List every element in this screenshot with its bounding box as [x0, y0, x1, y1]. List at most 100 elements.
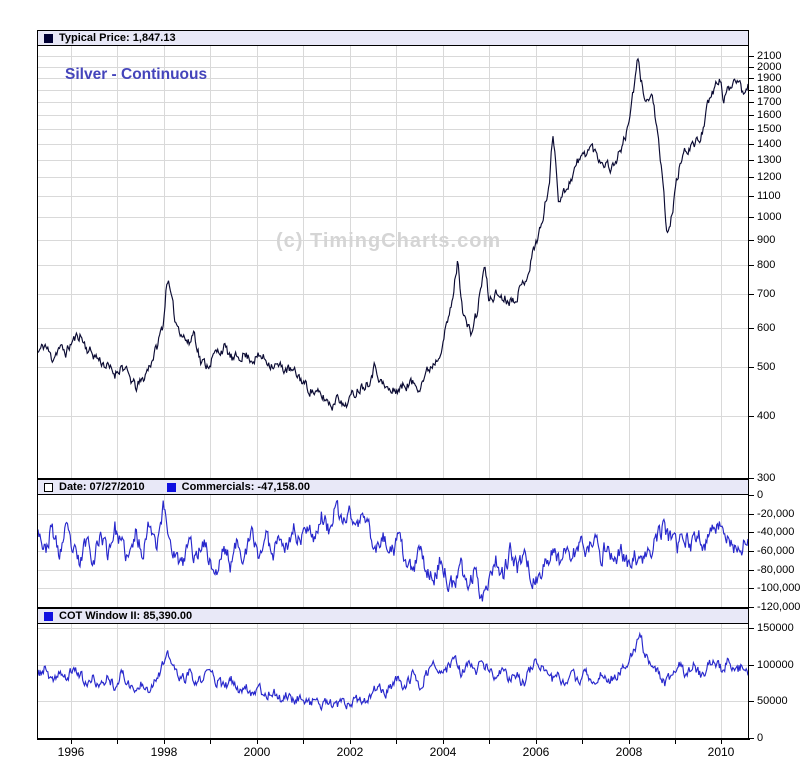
y-axis-label: 1000 [757, 211, 782, 223]
y-axis-tick [749, 67, 754, 68]
y-axis-label: 0 [757, 732, 764, 744]
y-axis-tick [749, 532, 754, 533]
cot-legend-item: COT Window II: 85,390.00 [44, 610, 192, 622]
x-axis-tick [675, 740, 676, 744]
y-axis-label: -40,000 [757, 526, 795, 538]
commercials-legend-item: Commercials: -47,158.00 [166, 480, 311, 493]
y-axis-tick [749, 570, 754, 571]
x-axis-tick [257, 740, 258, 744]
y-axis-tick [749, 328, 754, 329]
y-axis-label: 1700 [757, 96, 782, 108]
y-axis-label: 300 [757, 472, 776, 484]
y-axis-tick [749, 177, 754, 178]
price-line [38, 57, 748, 411]
y-axis-label: 500 [757, 361, 776, 373]
commercials-legend-label: Commercials: -47,158.00 [181, 480, 311, 493]
y-axis-tick [749, 416, 754, 417]
y-axis-tick [749, 551, 754, 552]
y-axis-label: 2000 [757, 61, 782, 73]
date-legend-item: Date: 07/27/2010 [44, 480, 145, 493]
y-axis-tick [749, 495, 754, 496]
y-axis-label: 1400 [757, 138, 782, 150]
x-axis-label: 2004 [429, 745, 457, 759]
cot-series-swatch-icon [44, 611, 53, 621]
y-axis-tick [749, 738, 754, 739]
x-axis-label: 1998 [150, 745, 178, 759]
y-axis-label: 1300 [757, 154, 782, 166]
y-axis-label: 800 [757, 259, 776, 271]
x-axis-label: 2002 [336, 745, 364, 759]
y-axis-tick [749, 90, 754, 91]
y-axis-tick [749, 294, 754, 295]
y-axis-label: 1200 [757, 171, 782, 183]
y-axis-label: 100000 [757, 659, 794, 671]
x-axis-label: 2008 [615, 745, 643, 759]
cot-plot-area [37, 624, 749, 738]
y-axis-tick [749, 367, 754, 368]
x-axis-tick [536, 740, 537, 744]
x-axis-label: 1996 [57, 745, 85, 759]
y-axis-label: 150000 [757, 622, 794, 634]
y-axis-tick [749, 665, 754, 666]
price-plot-area: (c) TimingCharts.com Silver - Continuous [37, 46, 749, 478]
x-axis-label: 2000 [243, 745, 271, 759]
y-axis-tick [749, 265, 754, 266]
y-axis-label: 1600 [757, 109, 782, 121]
y-axis-label: 1100 [757, 190, 781, 202]
commercials-series-swatch-icon [166, 482, 176, 492]
y-axis-tick [749, 115, 754, 116]
y-axis-tick [749, 196, 754, 197]
y-axis-label: -20,000 [757, 508, 795, 520]
y-axis-tick [749, 514, 754, 515]
y-axis-tick [749, 607, 754, 608]
watermark: (c) TimingCharts.com [276, 230, 501, 252]
x-axis-tick [71, 740, 72, 744]
x-axis-tick [303, 740, 304, 744]
x-axis-tick [443, 740, 444, 744]
price-legend-bar: Typical Price: 1,847.13 [37, 30, 749, 46]
x-axis-tick [350, 740, 351, 744]
chart-title: Silver - Continuous [65, 66, 207, 83]
y-axis-tick [749, 144, 754, 145]
x-axis-tick [629, 740, 630, 744]
y-axis-label: 1500 [757, 123, 782, 135]
date-swatch-icon [44, 482, 53, 492]
x-axis-tick [396, 740, 397, 744]
y-axis-label: -100,000 [757, 582, 800, 594]
y-axis-label: 50000 [757, 695, 788, 707]
x-axis-line [37, 738, 750, 740]
y-axis-tick [749, 217, 754, 218]
y-axis-tick [749, 78, 754, 79]
x-axis-tick [164, 740, 165, 744]
panel-separator [37, 607, 749, 609]
y-axis-label: -120,000 [757, 601, 800, 613]
x-axis-tick [489, 740, 490, 744]
y-axis-label: 1800 [757, 84, 782, 96]
y-axis-tick [749, 160, 754, 161]
y-axis-label: 400 [757, 410, 776, 422]
y-axis-tick [749, 129, 754, 130]
cot-legend-bar: COT Window II: 85,390.00 [37, 609, 749, 624]
x-axis-tick [210, 740, 211, 744]
y-axis-tick [749, 628, 754, 629]
y-axis-tick [749, 240, 754, 241]
y-axis-label: -80,000 [757, 564, 795, 576]
date-legend-label: Date: 07/27/2010 [59, 480, 145, 493]
x-axis-label: 2006 [522, 745, 550, 759]
y-axis-label: 700 [757, 288, 776, 300]
commercials-plot-area [37, 495, 749, 607]
y-axis-tick [749, 478, 754, 479]
y-axis-label: 0 [757, 489, 764, 501]
price-series-swatch-icon [44, 33, 53, 43]
y-axis-label: 1900 [757, 72, 782, 84]
price-legend-item: Typical Price: 1,847.13 [44, 32, 176, 44]
y-axis-label: 2100 [757, 50, 782, 62]
cot-line [38, 631, 748, 712]
y-axis-tick [749, 56, 754, 57]
x-axis-label: 2010 [707, 745, 735, 759]
panel-separator [37, 478, 749, 480]
y-axis-label: 600 [757, 322, 776, 334]
commercials-line [38, 499, 748, 602]
x-axis-tick [582, 740, 583, 744]
